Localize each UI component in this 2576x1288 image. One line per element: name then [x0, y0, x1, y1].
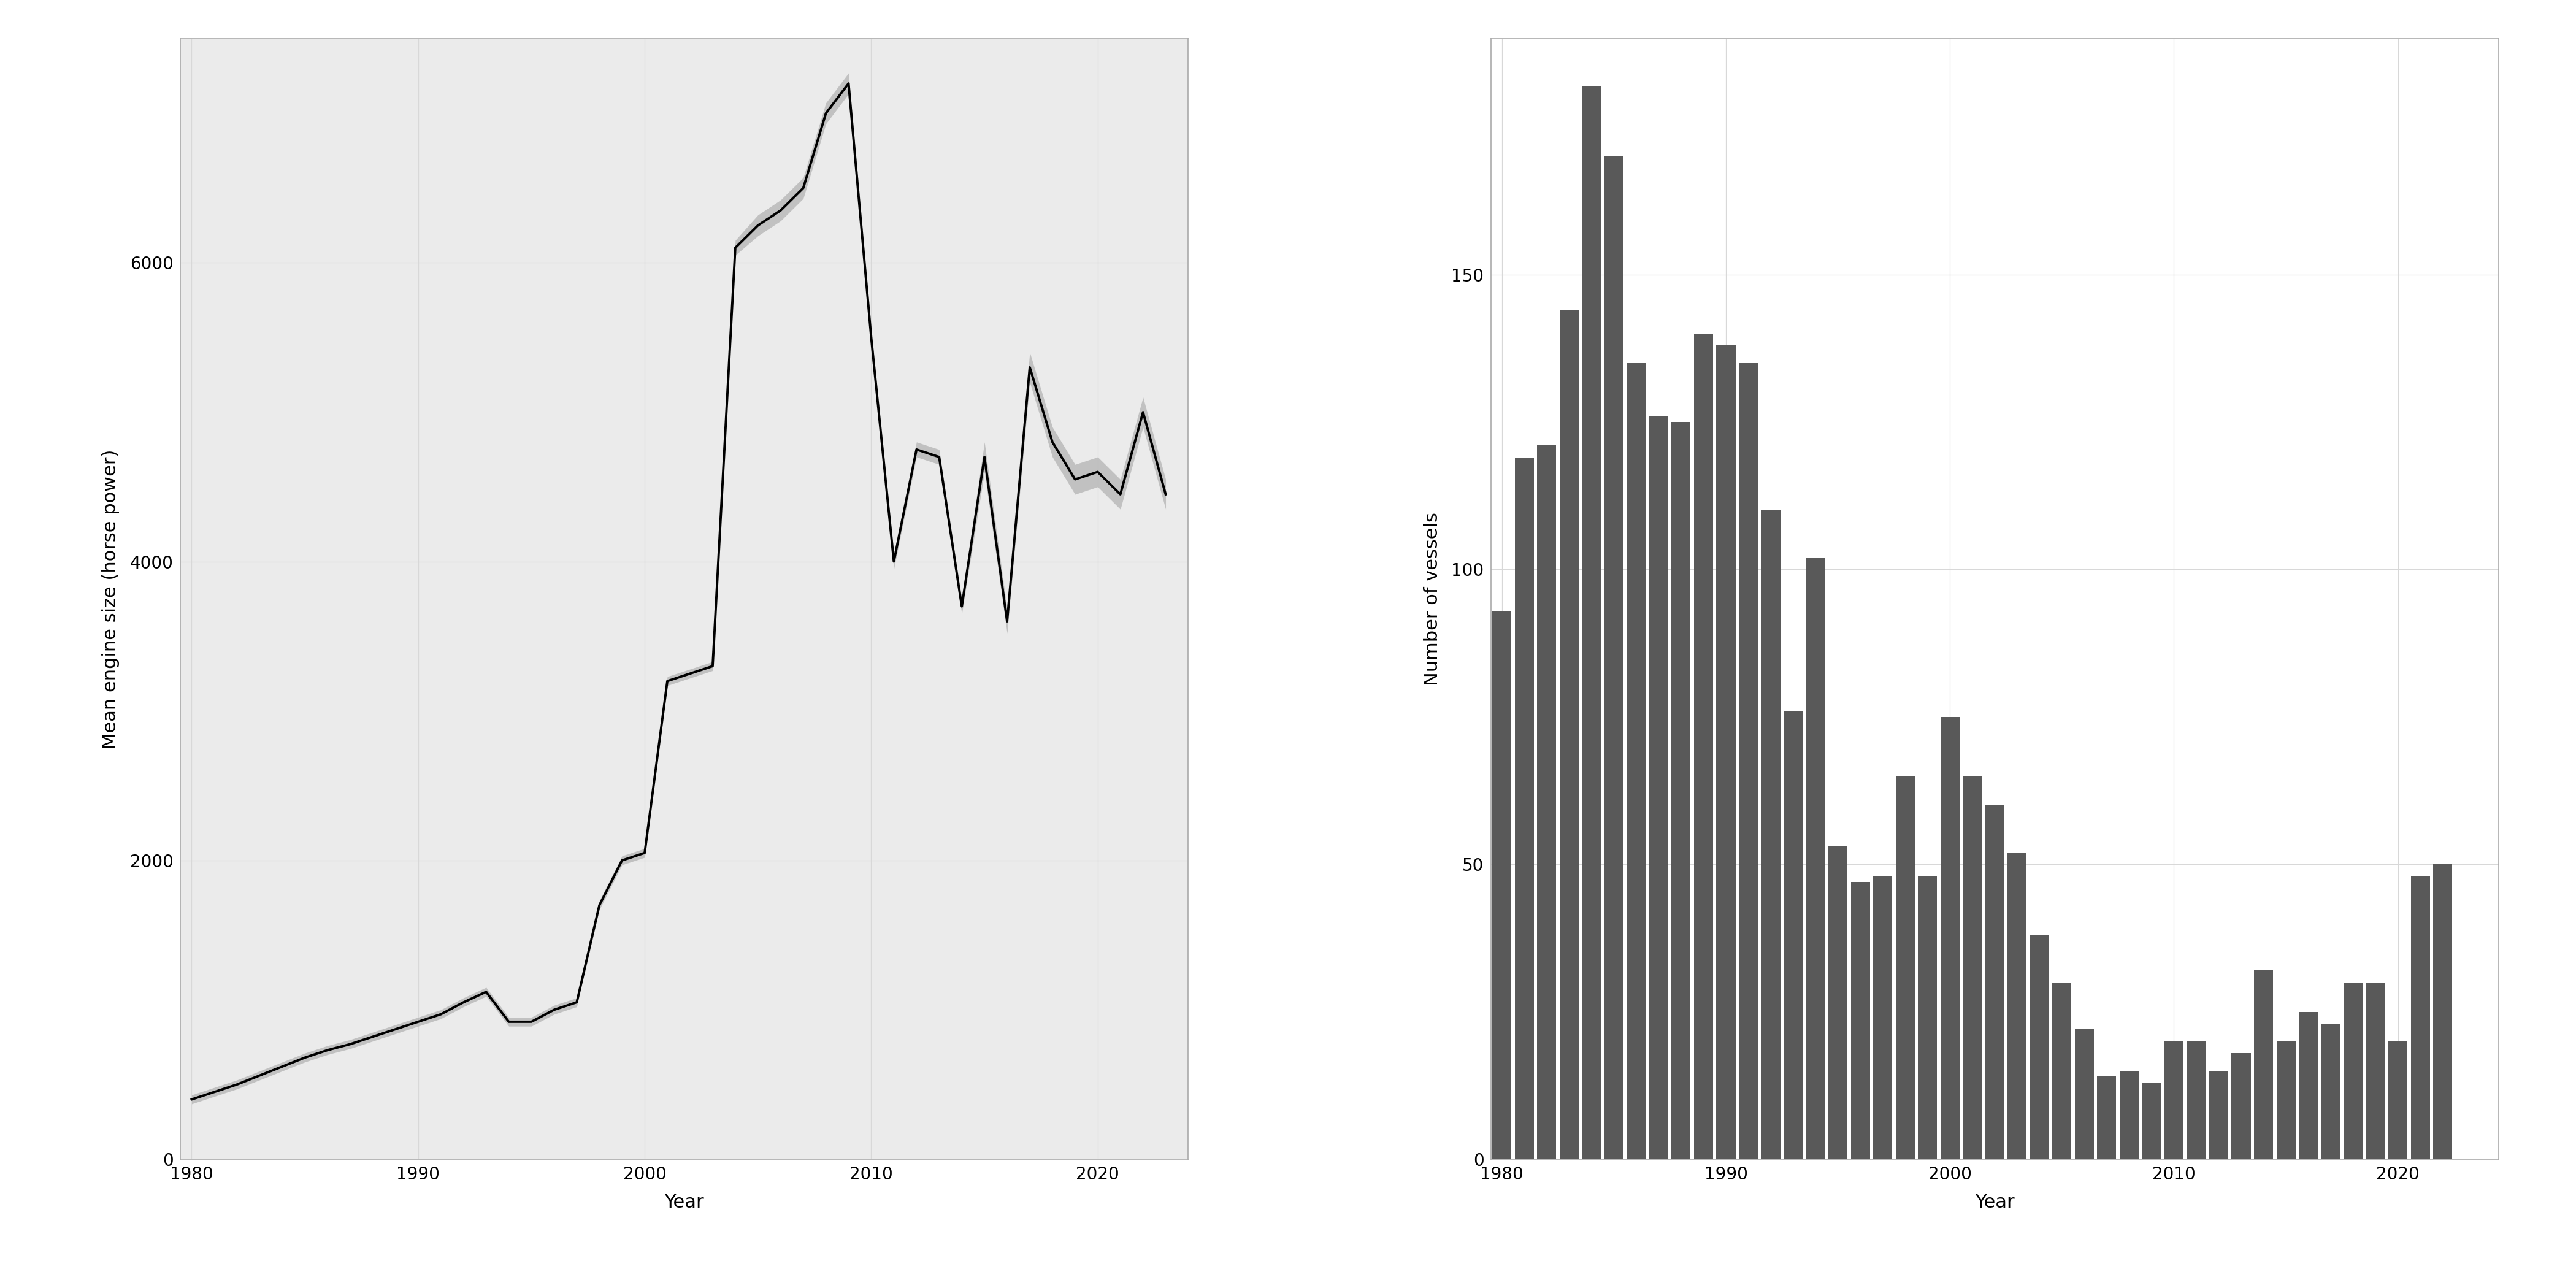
Bar [1806, 558, 1824, 1159]
Bar [1605, 157, 1623, 1159]
Bar [2298, 1012, 2318, 1159]
Bar [2277, 1041, 2295, 1159]
X-axis label: Year: Year [665, 1194, 703, 1211]
Bar [1582, 86, 1602, 1159]
Bar [2210, 1070, 2228, 1159]
Bar [2434, 864, 2452, 1159]
Bar [1783, 711, 1803, 1159]
Bar [1986, 805, 2004, 1159]
Y-axis label: Mean engine size (horse power): Mean engine size (horse power) [103, 450, 121, 748]
Bar [2097, 1077, 2117, 1159]
Y-axis label: Number of vessels: Number of vessels [1425, 513, 1440, 685]
Bar [2164, 1041, 2184, 1159]
Bar [1558, 310, 1579, 1159]
X-axis label: Year: Year [1976, 1194, 2014, 1211]
Bar [2411, 876, 2429, 1159]
Bar [1829, 846, 1847, 1159]
Bar [2143, 1082, 2161, 1159]
Bar [1695, 334, 1713, 1159]
Bar [1716, 345, 1736, 1159]
Bar [1850, 882, 1870, 1159]
Bar [1739, 363, 1757, 1159]
Bar [2120, 1070, 2138, 1159]
Bar [1649, 416, 1669, 1159]
Bar [1762, 510, 1780, 1159]
Bar [1672, 422, 1690, 1159]
Bar [1963, 775, 1981, 1159]
Bar [1919, 876, 1937, 1159]
Bar [1492, 611, 1512, 1159]
Bar [1628, 363, 1646, 1159]
Bar [2187, 1041, 2205, 1159]
Bar [1873, 876, 1893, 1159]
Bar [2074, 1029, 2094, 1159]
Bar [2344, 983, 2362, 1159]
Bar [2007, 853, 2027, 1159]
Bar [2254, 970, 2272, 1159]
Bar [1940, 717, 1960, 1159]
Bar [1538, 446, 1556, 1159]
Bar [2321, 1024, 2339, 1159]
Bar [2365, 983, 2385, 1159]
Bar [2030, 935, 2048, 1159]
Bar [2231, 1054, 2251, 1159]
Bar [2388, 1041, 2409, 1159]
Bar [1896, 775, 1914, 1159]
Bar [1515, 457, 1533, 1159]
Bar [2053, 983, 2071, 1159]
